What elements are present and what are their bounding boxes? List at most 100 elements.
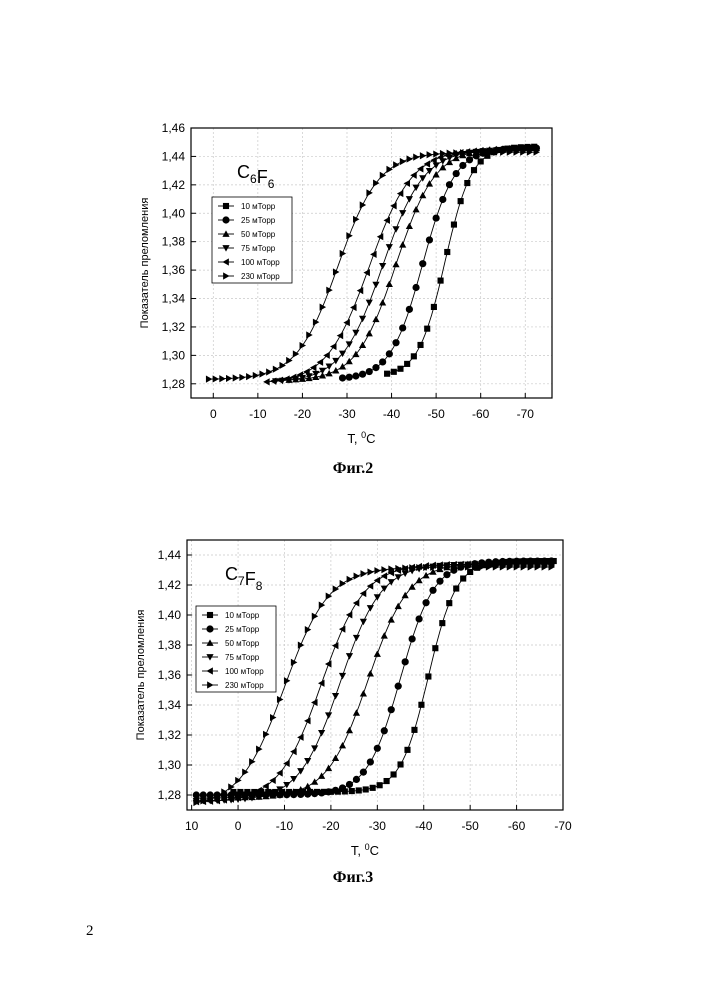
data-point [219, 375, 225, 382]
y-tick-label: 1,38 [162, 235, 186, 249]
data-point [277, 377, 283, 384]
data-point [367, 670, 374, 676]
data-point [400, 158, 406, 165]
legend-label: 50 мТорр [225, 639, 260, 648]
data-point [359, 316, 366, 322]
data-point [373, 180, 379, 187]
data-point [419, 192, 426, 198]
data-point [346, 653, 353, 659]
data-point [406, 306, 413, 313]
data-point [352, 372, 359, 379]
data-point [397, 761, 403, 767]
data-point [319, 602, 325, 609]
data-point [319, 368, 326, 374]
data-point [453, 585, 459, 591]
legend: 10 мТорр25 мТорр50 мТорр75 мТорр100 мТор… [196, 606, 276, 692]
data-point [332, 367, 339, 373]
y-tick-label: 1,34 [158, 698, 182, 712]
y-tick-label: 1,32 [162, 320, 186, 334]
data-point [386, 350, 393, 357]
data-point [226, 375, 232, 382]
y-tick-label: 1,42 [158, 578, 182, 592]
data-point [438, 278, 444, 284]
data-point [406, 196, 413, 202]
legend-label: 25 мТорр [225, 625, 260, 634]
data-point [427, 151, 433, 158]
chart-1: 0-10-20-30-40-50-60-701,281,301,321,341,… [139, 121, 552, 477]
data-point [354, 573, 360, 580]
data-point [391, 369, 397, 375]
data-point [388, 616, 395, 622]
data-point [360, 590, 366, 597]
data-point [464, 180, 470, 186]
y-tick-label: 1,46 [162, 121, 186, 135]
data-point [379, 299, 386, 305]
y-tick-label: 1,32 [158, 728, 182, 742]
chart-2: 100-10-20-30-40-50-60-701,281,301,321,34… [135, 540, 572, 886]
data-point [372, 316, 379, 322]
y-tick-label: 1,36 [162, 263, 186, 277]
data-point [379, 358, 386, 365]
data-point [415, 577, 422, 583]
y-tick-label: 1,30 [158, 758, 182, 772]
data-point [374, 650, 381, 656]
data-point [359, 371, 366, 378]
data-point [388, 706, 395, 713]
data-point [425, 673, 431, 679]
series-2 [339, 144, 540, 381]
data-point [357, 287, 363, 294]
data-point [366, 189, 372, 196]
data-point [370, 251, 376, 258]
data-point [366, 300, 373, 306]
data-point [395, 574, 402, 580]
data-point [412, 185, 419, 191]
data-point [359, 341, 366, 347]
data-point [279, 362, 285, 369]
data-point [233, 374, 239, 381]
data-point [305, 626, 311, 633]
data-point [413, 154, 419, 161]
series-1 [230, 558, 556, 795]
x-axis-label: T, 0C [347, 430, 375, 446]
data-point [346, 232, 352, 239]
y-tick-label: 1,38 [158, 638, 182, 652]
x-tick-label: -50 [427, 407, 445, 421]
data-point [424, 326, 430, 332]
data-point [353, 709, 360, 715]
x-tick-label: -50 [461, 819, 479, 833]
legend-label: 10 мТорр [225, 611, 260, 620]
data-point [213, 375, 219, 382]
data-point [383, 217, 389, 224]
data-point [381, 572, 387, 579]
series-5 [263, 146, 538, 386]
data-point [418, 702, 424, 708]
data-point [284, 677, 290, 684]
data-point [291, 659, 297, 666]
y-tick-label: 1,30 [162, 348, 186, 362]
data-point [339, 374, 346, 381]
data-point [372, 364, 379, 371]
legend-label: 75 мТорр [225, 653, 260, 662]
data-point [347, 576, 353, 583]
data-point [353, 599, 359, 606]
data-point [339, 363, 346, 369]
data-point [412, 284, 419, 291]
data-point [339, 626, 345, 633]
x-tick-label: 0 [235, 819, 242, 833]
x-tick-label: -20 [294, 407, 312, 421]
data-point [273, 366, 279, 373]
data-point [390, 202, 396, 209]
data-point [386, 166, 392, 173]
data-point [346, 611, 352, 618]
data-point [304, 717, 310, 724]
data-point [332, 787, 339, 794]
x-tick-label: 10 [185, 819, 199, 833]
x-tick-label: -60 [472, 407, 490, 421]
data-point [353, 776, 360, 783]
legend-label: 230 мТорр [241, 272, 280, 281]
data-point [312, 613, 318, 620]
data-point [266, 368, 272, 375]
legend-marker [222, 216, 229, 223]
data-point [381, 727, 388, 734]
data-point [350, 304, 356, 311]
